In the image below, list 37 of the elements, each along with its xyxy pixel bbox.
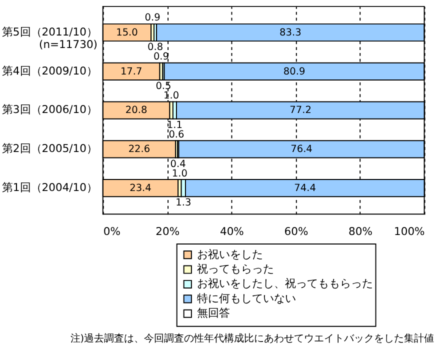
data-label: 1.0 <box>164 90 180 102</box>
data-label: 1.0 <box>172 168 188 180</box>
data-label: 15.0 <box>116 27 138 38</box>
legend-label: 祝ってもらった <box>196 262 274 276</box>
x-tick-label: 80% <box>348 225 372 238</box>
data-label: 17.7 <box>120 66 142 78</box>
legend-label: 特に何もしていない <box>196 292 296 305</box>
data-label: 1.1 <box>166 120 182 131</box>
y-tick-label: 第4回（2009/10） <box>2 64 98 78</box>
data-label: 0.4 <box>170 158 186 170</box>
data-label: 0.6 <box>168 129 184 140</box>
data-label: 1.3 <box>176 198 192 209</box>
data-label: 0.9 <box>153 52 169 63</box>
y-tick-label: 第2回（2005/10） <box>2 142 98 156</box>
data-label: 83.3 <box>280 27 302 38</box>
data-label: 0.9 <box>144 12 160 24</box>
data-label: 23.4 <box>130 183 152 194</box>
x-tick-label: 100% <box>394 225 425 238</box>
y-tick-label: 第3回（2006/10） <box>2 103 98 116</box>
x-tick-label: 20% <box>156 225 180 238</box>
y-tick-label: 第1回（2004/10） <box>2 181 98 194</box>
text: 注)過去調査は、今回調査の性年代構成比にあわせてウエイトバックをした集計値 <box>70 332 434 345</box>
data-label: 0.8 <box>147 42 164 54</box>
data-label: 22.6 <box>128 144 150 156</box>
data-label: 0.5 <box>156 81 172 92</box>
legend-label: お祝いをした <box>196 248 263 261</box>
y-tick-label: 第5回（2011/10） (n=11730) <box>2 25 98 52</box>
data-label: 76.4 <box>290 144 312 156</box>
data-label: 80.9 <box>283 66 306 78</box>
x-tick-label: 0% <box>103 225 120 238</box>
x-tick-label: 60% <box>284 225 308 238</box>
legend-label: 無回答 <box>196 306 230 320</box>
data-label: 77.2 <box>290 105 312 116</box>
data-label: 20.8 <box>125 105 148 116</box>
x-tick-label: 40% <box>220 225 244 238</box>
legend-label: お祝いをしたし、祝ってももらった <box>196 277 373 290</box>
data-label: 74.4 <box>294 183 316 194</box>
